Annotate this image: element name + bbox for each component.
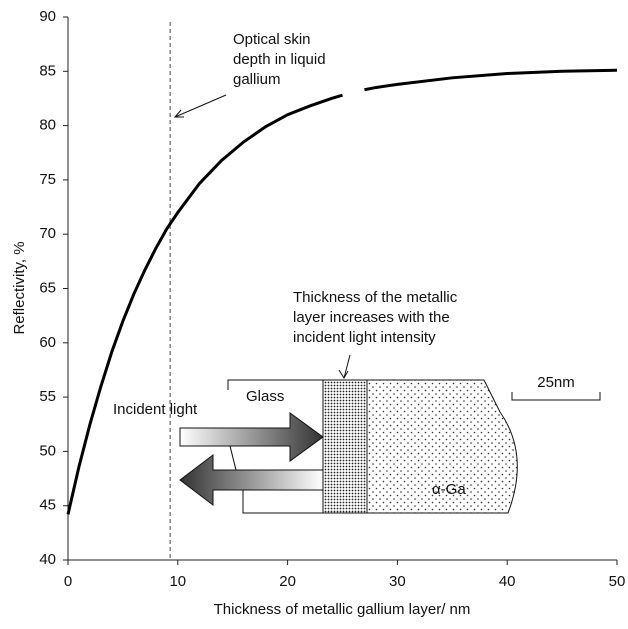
inset-label: Incident light (113, 401, 198, 418)
y-tick-label: 50 (39, 442, 56, 459)
inset-label: 25nm (537, 374, 575, 391)
annotation: Optical skin (233, 31, 311, 48)
annotation: gallium (233, 71, 281, 88)
scale-bar (511, 392, 601, 401)
y-tick-label: 80 (39, 117, 56, 134)
annotation: Thickness of the metallic (293, 289, 458, 306)
x-tick-label: 30 (389, 573, 406, 590)
x-tick-label: 20 (279, 573, 296, 590)
y-axis-label: Reflectivity, % (11, 241, 28, 334)
x-tick-label: 0 (64, 573, 72, 590)
inset-label: α-Ga (432, 481, 466, 498)
y-tick-label: 60 (39, 334, 56, 351)
y-tick-label: 70 (39, 225, 56, 242)
metallic-layer (322, 379, 368, 514)
y-tick-label: 45 (39, 497, 56, 514)
alpha-ga-region (366, 379, 518, 514)
y-tick-label: 90 (39, 8, 56, 25)
x-tick-label: 10 (169, 573, 186, 590)
pointer-arrow (338, 354, 351, 379)
reflected-arrow (179, 453, 324, 507)
y-tick-label: 65 (39, 279, 56, 296)
pointer-arrow (173, 94, 227, 118)
inset-label: Glass (246, 388, 284, 405)
annotation: depth in liquid (233, 51, 326, 68)
reflectivity-curve (66, 68, 618, 515)
y-tick-label: 85 (39, 62, 56, 79)
x-tick-label: 40 (499, 573, 516, 590)
incident-arrow (179, 412, 324, 462)
inset-diagram (173, 94, 601, 514)
x-tick-label: 50 (609, 573, 626, 590)
connector (229, 445, 237, 471)
annotation: incident light intensity (293, 329, 436, 346)
y-tick-label: 40 (39, 551, 56, 568)
y-tick-label: 55 (39, 388, 56, 405)
annotation: layer increases with the (293, 309, 450, 326)
x-axis-label: Thickness of metallic gallium layer/ nm (214, 601, 471, 618)
y-tick-label: 75 (39, 171, 56, 188)
reflected-box (242, 489, 324, 514)
